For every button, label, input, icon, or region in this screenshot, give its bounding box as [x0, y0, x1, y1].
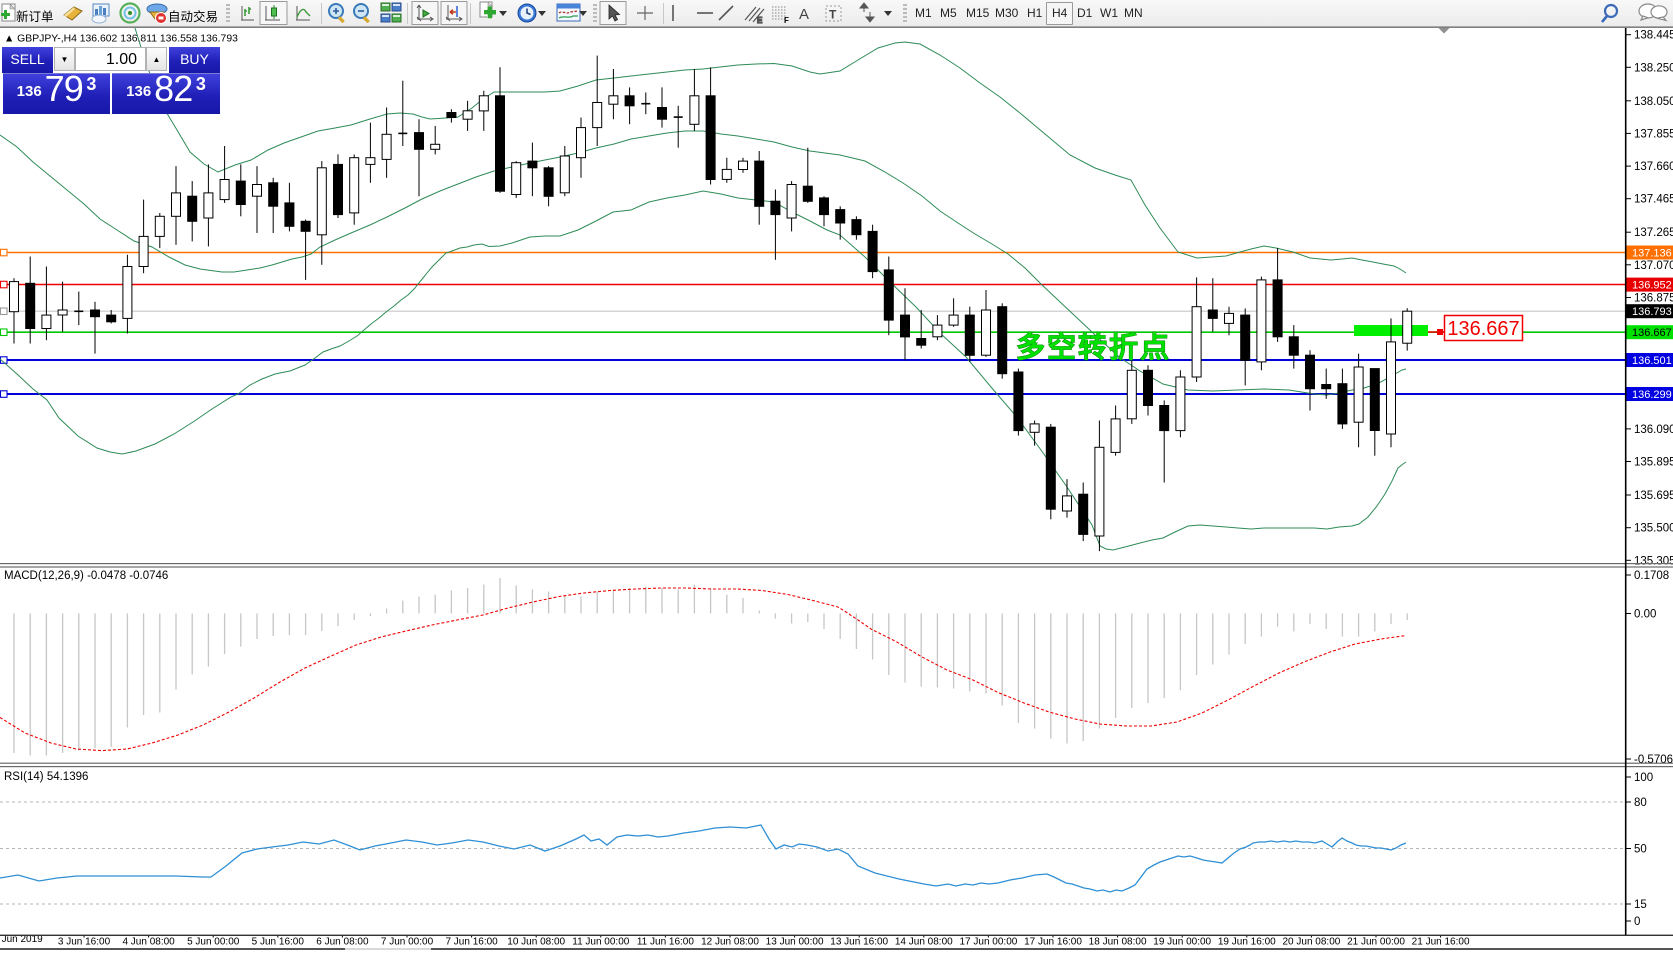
svg-text:136.952: 136.952	[1632, 280, 1672, 292]
svg-text:137.465: 137.465	[1634, 194, 1673, 206]
svg-text:137.660: 137.660	[1634, 161, 1673, 173]
svg-text:13 Jun 16:00: 13 Jun 16:00	[830, 937, 888, 948]
svg-text:136.090: 136.090	[1634, 424, 1673, 436]
svg-text:100: 100	[1634, 772, 1653, 784]
svg-text:11 Jun 16:00: 11 Jun 16:00	[637, 937, 695, 948]
svg-text:136.875: 136.875	[1634, 293, 1673, 305]
svg-text:12 Jun 08:00: 12 Jun 08:00	[701, 937, 759, 948]
svg-text:7 Jun 16:00: 7 Jun 16:00	[445, 937, 498, 948]
svg-text:11 Jun 00:00: 11 Jun 00:00	[572, 937, 630, 948]
svg-text:21 Jun 16:00: 21 Jun 16:00	[1412, 937, 1470, 948]
svg-text:5 Jun 00:00: 5 Jun 00:00	[187, 937, 240, 948]
svg-text:136.501: 136.501	[1632, 355, 1672, 367]
svg-text:17 Jun 00:00: 17 Jun 00:00	[959, 937, 1017, 948]
svg-text:136.667: 136.667	[1632, 327, 1672, 339]
svg-text:F: F	[784, 16, 789, 25]
svg-text:E: E	[757, 16, 763, 25]
svg-text:13 Jun 00:00: 13 Jun 00:00	[766, 937, 824, 948]
svg-text:7 Jun 00:00: 7 Jun 00:00	[381, 937, 434, 948]
svg-text:MACD(12,26,9) -0.0478 -0.0746: MACD(12,26,9) -0.0478 -0.0746	[4, 570, 168, 582]
svg-text:135.895: 135.895	[1634, 457, 1673, 469]
svg-text:20 Jun 08:00: 20 Jun 08:00	[1282, 937, 1340, 948]
svg-text:137.136: 137.136	[1632, 248, 1672, 260]
svg-text:50: 50	[1634, 844, 1647, 856]
svg-text:137.070: 137.070	[1634, 260, 1673, 272]
svg-text:14 Jun 08:00: 14 Jun 08:00	[895, 937, 953, 948]
svg-text:5 Jun 16:00: 5 Jun 16:00	[252, 937, 305, 948]
svg-text:19 Jun 00:00: 19 Jun 00:00	[1153, 937, 1211, 948]
svg-text:138.050: 138.050	[1634, 96, 1673, 108]
svg-text:21 Jun 00:00: 21 Jun 00:00	[1347, 937, 1405, 948]
svg-text:137.855: 137.855	[1634, 128, 1673, 140]
svg-text:6 Jun 08:00: 6 Jun 08:00	[316, 937, 369, 948]
svg-text:138.445: 138.445	[1634, 30, 1673, 42]
svg-text:3 Jun 16:00: 3 Jun 16:00	[58, 937, 111, 948]
svg-text:17 Jun 16:00: 17 Jun 16:00	[1024, 937, 1082, 948]
svg-text:A: A	[799, 6, 809, 23]
svg-text:137.265: 137.265	[1634, 227, 1673, 239]
svg-text:135.695: 135.695	[1634, 490, 1673, 502]
svg-text:136.299: 136.299	[1632, 389, 1672, 401]
svg-text:0: 0	[1634, 916, 1640, 928]
svg-text:135.305: 135.305	[1634, 555, 1673, 567]
svg-text:80: 80	[1634, 797, 1647, 809]
svg-text:3 Jun 2019: 3 Jun 2019	[0, 934, 43, 945]
svg-text:-0.5706: -0.5706	[1634, 754, 1673, 766]
svg-text:15: 15	[1634, 899, 1647, 911]
svg-text:T: T	[829, 8, 837, 22]
svg-text:19 Jun 16:00: 19 Jun 16:00	[1218, 937, 1276, 948]
svg-text:136.793: 136.793	[1632, 306, 1672, 318]
svg-text:RSI(14) 54.1396: RSI(14) 54.1396	[4, 771, 88, 783]
svg-text:多空转折点: 多空转折点	[1016, 330, 1171, 364]
svg-text:0.00: 0.00	[1634, 609, 1656, 621]
svg-text:18 Jun 08:00: 18 Jun 08:00	[1089, 937, 1147, 948]
svg-text:▲ GBPJPY-,H4 136.602 136.811: ▲ GBPJPY-,H4 136.602 136.811 136.558 136…	[4, 34, 238, 45]
svg-text:0.1708: 0.1708	[1634, 570, 1669, 582]
svg-text:138.250: 138.250	[1634, 62, 1673, 74]
svg-text:4 Jun 08:00: 4 Jun 08:00	[122, 937, 175, 948]
svg-text:135.500: 135.500	[1634, 523, 1673, 535]
svg-text:136.667: 136.667	[1447, 318, 1519, 340]
svg-text:10 Jun 08:00: 10 Jun 08:00	[507, 937, 565, 948]
